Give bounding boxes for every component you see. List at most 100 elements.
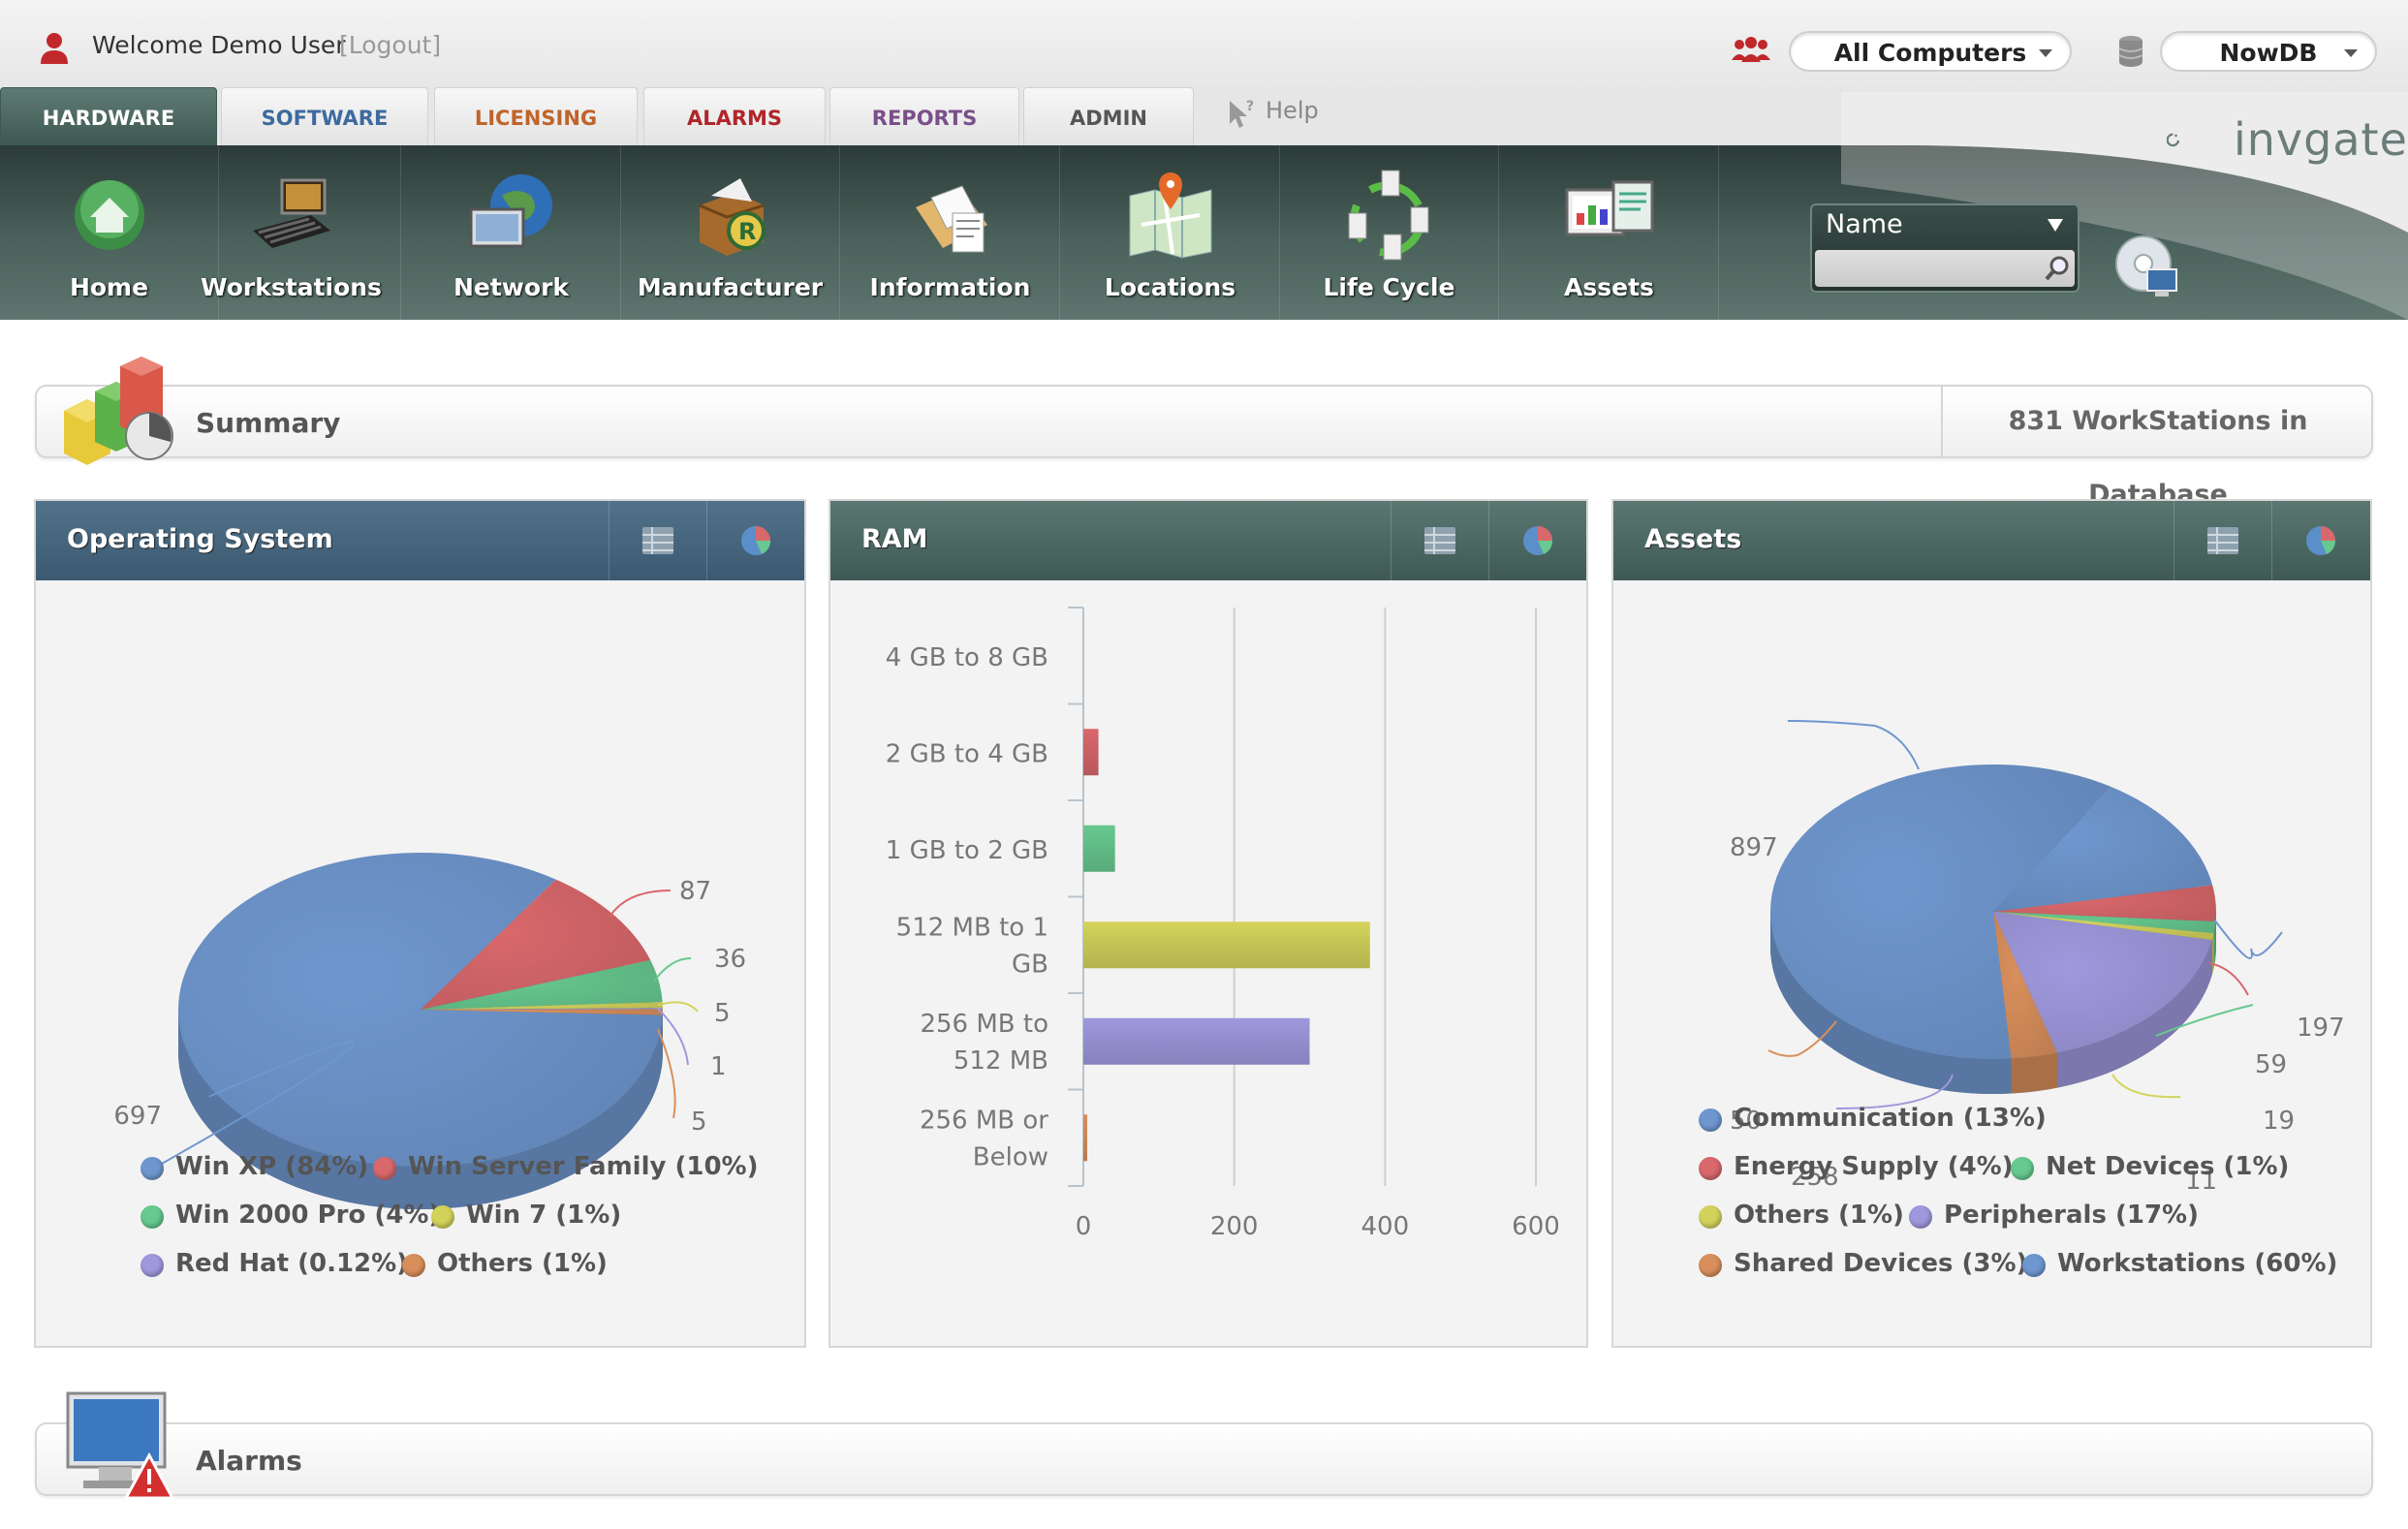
legend-label: Shared Devices (3%) bbox=[1734, 1249, 2028, 1278]
legend-label: Red Hat (0.12%) bbox=[175, 1249, 409, 1278]
chevron-down-icon[interactable] bbox=[2048, 219, 2063, 232]
pie-slice-side bbox=[2056, 940, 2212, 1088]
module-tabs: HARDWARE SOFTWARE LICENSING ALARMS REPOR… bbox=[0, 87, 2408, 145]
os-table-view-button[interactable] bbox=[609, 501, 706, 580]
data-label-connector bbox=[2213, 919, 2283, 959]
x-tick-label: 0 bbox=[1076, 1212, 1092, 1241]
nav-label: Workstations bbox=[201, 273, 382, 301]
pie-chart-icon bbox=[741, 526, 771, 555]
logout-link[interactable]: [Logout] bbox=[339, 31, 442, 59]
nav-label: Home bbox=[69, 273, 149, 301]
data-label: 897 bbox=[1730, 833, 1778, 862]
nav-workstations[interactable]: Workstations bbox=[182, 145, 401, 320]
pie-slice-shared-devices bbox=[1993, 912, 2057, 1059]
legend-swatch bbox=[2022, 1254, 2046, 1277]
assets-chart-view-button[interactable] bbox=[2271, 501, 2369, 580]
pie-slice-workstations bbox=[1770, 764, 2111, 1059]
nav-label: Life Cycle bbox=[1323, 273, 1455, 301]
computers-select-value: All Computers bbox=[1833, 39, 2027, 67]
nav-assets[interactable]: Assets bbox=[1500, 145, 1719, 320]
legend-label: Energy Supply (4%) bbox=[1734, 1152, 2014, 1181]
help-link[interactable]: Help bbox=[1266, 97, 1319, 124]
ram-bar-chart: 0 200 400 600 4 GB to 8 GB 2 GB to 4 GB 1 GB t… bbox=[886, 607, 1560, 1241]
tab-reports[interactable]: REPORTS bbox=[829, 87, 1019, 145]
legend-label: Others (1%) bbox=[437, 1249, 608, 1278]
data-label-connector bbox=[1767, 1020, 1837, 1057]
os-panel: Operating System 697 87 36 5 1 5 Win XP (84%)… bbox=[34, 499, 806, 1348]
pie-slice-win-7 bbox=[421, 1002, 663, 1010]
data-label: 36 bbox=[714, 945, 746, 974]
pie-slice-others bbox=[421, 1009, 664, 1015]
pie-slice-side bbox=[1770, 912, 2012, 1094]
computers-select[interactable]: All Computers bbox=[1789, 31, 2072, 72]
information-documents-icon bbox=[916, 185, 987, 253]
nav-network[interactable]: Network bbox=[402, 145, 621, 320]
data-label-connector bbox=[2111, 1074, 2181, 1099]
legend-swatch bbox=[431, 1205, 454, 1229]
pie-slice-side bbox=[178, 1010, 663, 1210]
workstation-count: 831 WorkStations in Database bbox=[1941, 385, 2373, 510]
legend-label: Others (1%) bbox=[1734, 1201, 1904, 1230]
ram-chart-view-button[interactable] bbox=[1488, 501, 1586, 580]
tab-hardware[interactable]: HARDWARE bbox=[0, 87, 217, 145]
tab-licensing[interactable]: LICENSING bbox=[434, 87, 638, 145]
pie-slice-peripherals bbox=[1993, 912, 2212, 1053]
nav-life-cycle[interactable]: Life Cycle bbox=[1280, 145, 1499, 320]
nav-home[interactable]: Home bbox=[0, 145, 219, 320]
data-label-connector bbox=[2208, 962, 2249, 996]
panel-title: RAM bbox=[861, 524, 928, 554]
data-label: 1 bbox=[710, 1052, 727, 1081]
data-label: 197 bbox=[2297, 1014, 2345, 1043]
summary-title: Summary bbox=[196, 407, 341, 439]
legend-label: Net Devices (1%) bbox=[2046, 1152, 2290, 1181]
data-label-connector bbox=[161, 1041, 356, 1165]
tab-software[interactable]: SOFTWARE bbox=[221, 87, 428, 145]
data-label-connector bbox=[657, 1001, 699, 1013]
assets-table-view-button[interactable] bbox=[2173, 501, 2271, 580]
data-label: 697 bbox=[113, 1102, 162, 1131]
pie-slice-win-xp bbox=[177, 853, 663, 1167]
tab-label: ADMIN bbox=[1070, 107, 1147, 130]
tab-label: ALARMS bbox=[686, 107, 783, 130]
ram-panel-header: RAM bbox=[830, 501, 1586, 580]
data-label-connector bbox=[653, 957, 692, 983]
search-field-select[interactable]: Name bbox=[1826, 209, 1903, 239]
nav-manufacturer[interactable]: R Manufacturer bbox=[621, 145, 840, 320]
pie-chart-icon bbox=[2306, 526, 2336, 555]
category-label: 256 MB or bbox=[920, 1106, 1048, 1135]
tab-admin[interactable]: ADMIN bbox=[1023, 87, 1194, 145]
legend-swatch bbox=[141, 1205, 164, 1229]
database-select[interactable]: NowDB bbox=[2160, 31, 2377, 72]
search-input[interactable] bbox=[1815, 250, 2075, 287]
os-chart-view-button[interactable] bbox=[706, 501, 804, 580]
assets-panel-header: Assets bbox=[1613, 501, 2370, 580]
nav-information[interactable]: Information bbox=[841, 145, 1060, 320]
legend-swatch bbox=[2011, 1157, 2034, 1180]
top-bar: Welcome Demo User [Logout] All Computers… bbox=[0, 0, 2408, 88]
assets-pie-chart: 197 59 19 11 258 50 897 bbox=[1730, 720, 2345, 1196]
alarms-title: Alarms bbox=[196, 1445, 302, 1477]
tab-alarms[interactable]: ALARMS bbox=[643, 87, 826, 145]
map-pin-icon bbox=[1129, 172, 1212, 259]
cd-install-icon[interactable] bbox=[2112, 233, 2180, 302]
ram-table-view-button[interactable] bbox=[1391, 501, 1488, 580]
help-cursor-icon: ? bbox=[1230, 99, 1254, 128]
nav-locations[interactable]: Locations bbox=[1061, 145, 1280, 320]
category-label: 2 GB to 4 GB bbox=[886, 739, 1048, 768]
data-label: 87 bbox=[679, 877, 711, 906]
summary-chart-icon bbox=[64, 357, 173, 465]
invgate-logo: invgate bbox=[2234, 113, 2408, 166]
nav-label: Manufacturer bbox=[637, 273, 824, 301]
database-icon bbox=[2118, 36, 2143, 67]
bar-2 bbox=[1083, 825, 1115, 872]
alarms-bar[interactable] bbox=[35, 1422, 2373, 1496]
bar-4 bbox=[1083, 1017, 1310, 1065]
search-icon[interactable] bbox=[2043, 254, 2072, 283]
nav-label: Network bbox=[453, 273, 570, 301]
panel-title: Operating System bbox=[67, 524, 333, 554]
legend-swatch bbox=[1699, 1254, 1722, 1277]
workstation-icon bbox=[253, 178, 330, 248]
pie-slice-side bbox=[2211, 933, 2214, 976]
data-label-connector bbox=[657, 1028, 676, 1119]
